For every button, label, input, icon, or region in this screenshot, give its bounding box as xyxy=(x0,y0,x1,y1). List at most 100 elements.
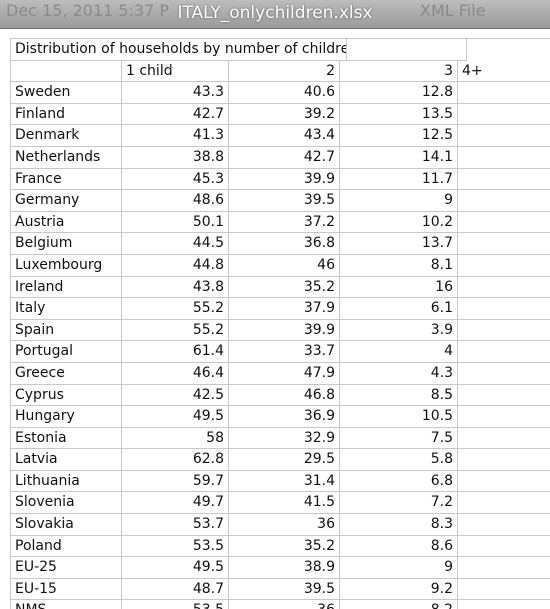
value-cell: 4.6 xyxy=(458,104,550,126)
value-cell: 11.7 xyxy=(340,168,458,191)
value-cell: 4.3 xyxy=(340,362,458,385)
value-cell: 37.9 xyxy=(229,298,340,320)
value-cell: 41.5 xyxy=(229,492,340,515)
value-cell: 2.6 xyxy=(458,557,550,579)
value-cell: 3 xyxy=(458,190,550,212)
value-cell: 2.8 xyxy=(458,125,550,147)
value-cell: 47.9 xyxy=(229,362,340,385)
value-cell: 53.5 xyxy=(122,600,229,609)
value-cell: 55.2 xyxy=(122,298,229,320)
value-cell: 36 xyxy=(229,514,340,536)
value-cell: 2.4 xyxy=(458,212,550,234)
empty-cell xyxy=(347,39,467,61)
background-window-kind: XML File xyxy=(420,1,486,20)
value-cell: 39.9 xyxy=(229,168,340,191)
value-cell: 53.7 xyxy=(122,514,229,536)
value-cell: 1.6 xyxy=(458,492,550,515)
value-cell: 55.2 xyxy=(122,319,229,342)
value-cell: 4 xyxy=(340,341,458,363)
value-cell: 42.7 xyxy=(122,103,229,126)
value-cell: 5 xyxy=(458,277,550,299)
country-cell: Finland xyxy=(11,103,122,126)
value-cell: 35.2 xyxy=(229,535,340,558)
value-cell: 12.5 xyxy=(340,125,458,147)
country-cell: Slovenia xyxy=(11,492,122,515)
country-cell: EU-15 xyxy=(11,578,122,601)
value-cell: 5.8 xyxy=(340,449,458,471)
value-cell: 8.3 xyxy=(340,514,458,536)
value-cell: 44.8 xyxy=(122,254,229,277)
sheet-title-cell: Distribution of households by number of … xyxy=(11,39,347,61)
value-cell: 49.7 xyxy=(122,492,229,515)
value-cell: 1.9 xyxy=(458,449,550,471)
window-titlebar[interactable]: Dec 15, 2011 5:37 P XML File ITALY_onlyc… xyxy=(0,0,550,29)
value-cell: 39.9 xyxy=(229,319,340,342)
value-cell: 45.3 xyxy=(122,168,229,191)
value-cell: 31.4 xyxy=(229,470,340,493)
header-row: 1 child 2 3 4+ xyxy=(11,60,550,83)
value-cell: 9 xyxy=(340,557,458,579)
window-title: ITALY_onlychildren.xlsx xyxy=(177,3,373,23)
value-cell: 1.3 xyxy=(458,363,550,385)
value-cell: 46.8 xyxy=(229,384,340,407)
value-cell: 62.8 xyxy=(122,449,229,471)
value-cell: 3.3 xyxy=(458,82,550,104)
country-cell: EU-25 xyxy=(11,557,122,579)
value-cell: 2.7 xyxy=(458,536,550,558)
value-cell: 36 xyxy=(229,600,340,609)
value-cell: 1.5 xyxy=(458,428,550,450)
value-cell: 1 xyxy=(458,341,550,363)
country-cell: Spain xyxy=(11,319,122,342)
country-cell: NMS xyxy=(11,600,122,609)
country-cell: Sweden xyxy=(11,82,122,104)
country-cell: Poland xyxy=(11,535,122,558)
value-cell: 2.2 xyxy=(458,385,550,407)
value-cell: 42.5 xyxy=(122,384,229,407)
column-header xyxy=(11,60,122,83)
value-cell: 39.5 xyxy=(229,190,340,212)
value-cell: 50.1 xyxy=(122,211,229,234)
value-cell: 41.3 xyxy=(122,125,229,147)
value-cell: 8.2 xyxy=(340,600,458,609)
spreadsheet-preview: Distribution of households by number of … xyxy=(0,30,550,609)
value-cell: 0.8 xyxy=(458,298,550,320)
country-cell: Austria xyxy=(11,211,122,234)
value-cell: 0.9 xyxy=(458,320,550,342)
column-header: 2 xyxy=(229,60,340,83)
value-cell: 39.2 xyxy=(229,103,340,126)
country-cell: France xyxy=(11,168,122,191)
country-cell: Latvia xyxy=(11,449,122,471)
value-cell: 13.7 xyxy=(340,233,458,255)
value-cell: 38.9 xyxy=(229,557,340,579)
spreadsheet-grid: Distribution of households by number of … xyxy=(10,38,550,609)
value-cell: 2.3 xyxy=(458,600,550,609)
value-cell: 1.2 xyxy=(458,255,550,277)
value-cell: 10.5 xyxy=(340,406,458,428)
value-cell: 39.5 xyxy=(229,578,340,601)
value-cell: 7.2 xyxy=(340,492,458,515)
country-cell: Slovakia xyxy=(11,514,122,536)
value-cell: 10.2 xyxy=(340,211,458,234)
column-header: 1 child xyxy=(122,60,229,83)
value-cell: 46 xyxy=(229,254,340,277)
value-cell: 13.5 xyxy=(340,103,458,126)
value-cell: 5 xyxy=(458,233,550,255)
value-cell: 43.8 xyxy=(122,276,229,299)
